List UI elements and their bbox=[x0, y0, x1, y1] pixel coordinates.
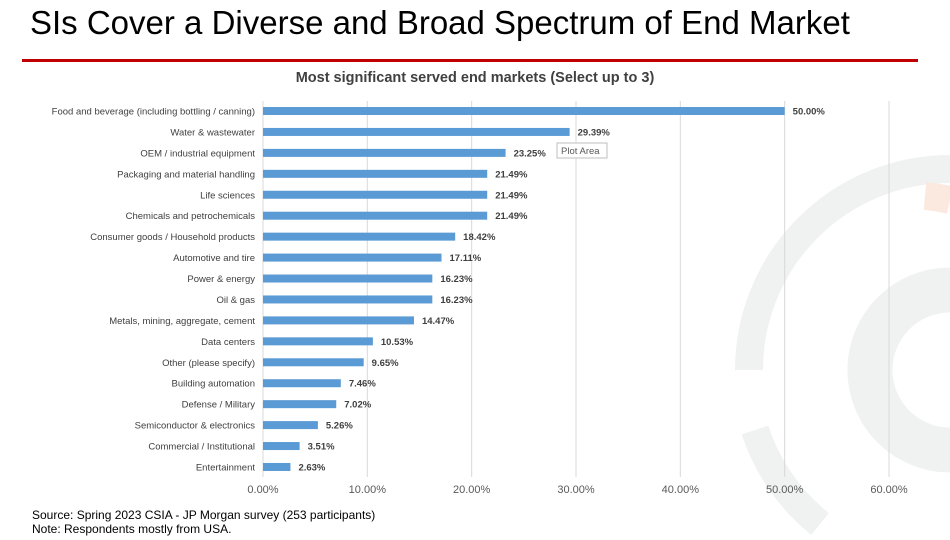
category-label: Oil & gas bbox=[216, 295, 255, 306]
data-label: 21.49% bbox=[495, 169, 528, 180]
bar-chart[interactable]: 0.00% 10.00% 20.00% 30.00% 40.00% 50.00% 60.00… bbox=[0, 0, 950, 500]
title-divider bbox=[22, 59, 918, 62]
category-label: Data centers bbox=[201, 337, 255, 348]
category-label: Other (please specify) bbox=[162, 358, 255, 369]
category-label: Water & wastewater bbox=[170, 127, 255, 138]
bar[interactable] bbox=[263, 337, 373, 346]
data-label: 21.49% bbox=[495, 190, 528, 201]
data-label: 3.51% bbox=[308, 442, 335, 453]
bar[interactable] bbox=[263, 462, 291, 471]
category-label: Metals, mining, aggregate, cement bbox=[109, 316, 255, 327]
category-label: Consumer goods / Household products bbox=[90, 232, 255, 243]
data-label: 16.23% bbox=[440, 295, 473, 306]
bar[interactable] bbox=[263, 274, 433, 283]
data-label: 23.25% bbox=[514, 148, 547, 159]
category-label: Power & energy bbox=[187, 274, 255, 285]
bar[interactable] bbox=[263, 107, 785, 115]
category-label: Commercial / Institutional bbox=[148, 442, 255, 453]
x-tick-label: 30.00% bbox=[557, 484, 595, 496]
data-label: 14.47% bbox=[422, 316, 455, 327]
category-label: Entertainment bbox=[196, 462, 256, 473]
data-label: 16.23% bbox=[440, 274, 473, 285]
category-label: OEM / industrial equipment bbox=[140, 148, 255, 159]
data-label: 17.11% bbox=[450, 253, 482, 264]
bar[interactable] bbox=[263, 295, 433, 304]
data-label: 7.02% bbox=[344, 400, 371, 411]
bar[interactable] bbox=[263, 169, 488, 178]
bar[interactable] bbox=[263, 379, 341, 388]
source-note: Source: Spring 2023 CSIA - JP Morgan sur… bbox=[32, 508, 376, 522]
category-label: Building automation bbox=[172, 379, 255, 390]
x-tick-label: 20.00% bbox=[453, 484, 491, 496]
bar[interactable] bbox=[263, 127, 570, 136]
category-label: Packaging and material handling bbox=[117, 169, 255, 180]
watermark-outer-arc bbox=[735, 155, 950, 371]
category-label: Food and beverage (including bottling / … bbox=[52, 107, 255, 118]
bar[interactable] bbox=[263, 253, 442, 262]
data-label: 2.63% bbox=[298, 462, 325, 473]
x-tick-label: 0.00% bbox=[247, 484, 278, 496]
x-tick-label: 10.00% bbox=[349, 484, 387, 496]
watermark-inner-ring bbox=[847, 267, 950, 473]
x-tick-label: 50.00% bbox=[766, 484, 804, 496]
bar[interactable] bbox=[263, 400, 337, 409]
tooltip-box bbox=[556, 142, 608, 159]
category-label: Defense / Military bbox=[182, 400, 256, 411]
data-label: 9.65% bbox=[372, 358, 399, 369]
data-label: 5.26% bbox=[326, 421, 353, 432]
x-tick-label: 60.00% bbox=[870, 484, 908, 496]
bar[interactable] bbox=[263, 211, 488, 220]
slide-title: SIs Cover a Diverse and Broad Spectrum o… bbox=[30, 4, 850, 41]
bar[interactable] bbox=[263, 421, 318, 430]
data-label: 7.46% bbox=[349, 379, 376, 390]
bar[interactable] bbox=[263, 442, 300, 451]
category-label: Semiconductor & electronics bbox=[135, 421, 256, 432]
chart-title: Most significant served end markets (Sel… bbox=[295, 70, 655, 86]
data-label: 18.42% bbox=[463, 232, 496, 243]
x-tick-label: 40.00% bbox=[662, 484, 700, 496]
data-label: 29.39% bbox=[578, 127, 611, 138]
data-label: 21.49% bbox=[495, 211, 528, 222]
bar[interactable] bbox=[263, 232, 456, 241]
data-label: 50.00% bbox=[793, 107, 826, 118]
category-label: Chemicals and petrochemicals bbox=[126, 211, 256, 222]
respondents-note: Note: Respondents mostly from USA. bbox=[32, 522, 232, 536]
category-label: Life sciences bbox=[200, 190, 255, 201]
plot-area-tooltip: Plot Area bbox=[561, 146, 600, 157]
bar[interactable] bbox=[263, 358, 364, 367]
category-label: Automotive and tire bbox=[173, 253, 255, 264]
bar[interactable] bbox=[263, 148, 506, 157]
bar[interactable] bbox=[263, 190, 488, 199]
data-label: 10.53% bbox=[381, 337, 414, 348]
bar[interactable] bbox=[263, 316, 414, 325]
watermark-outer-arc-bottom bbox=[741, 425, 829, 535]
